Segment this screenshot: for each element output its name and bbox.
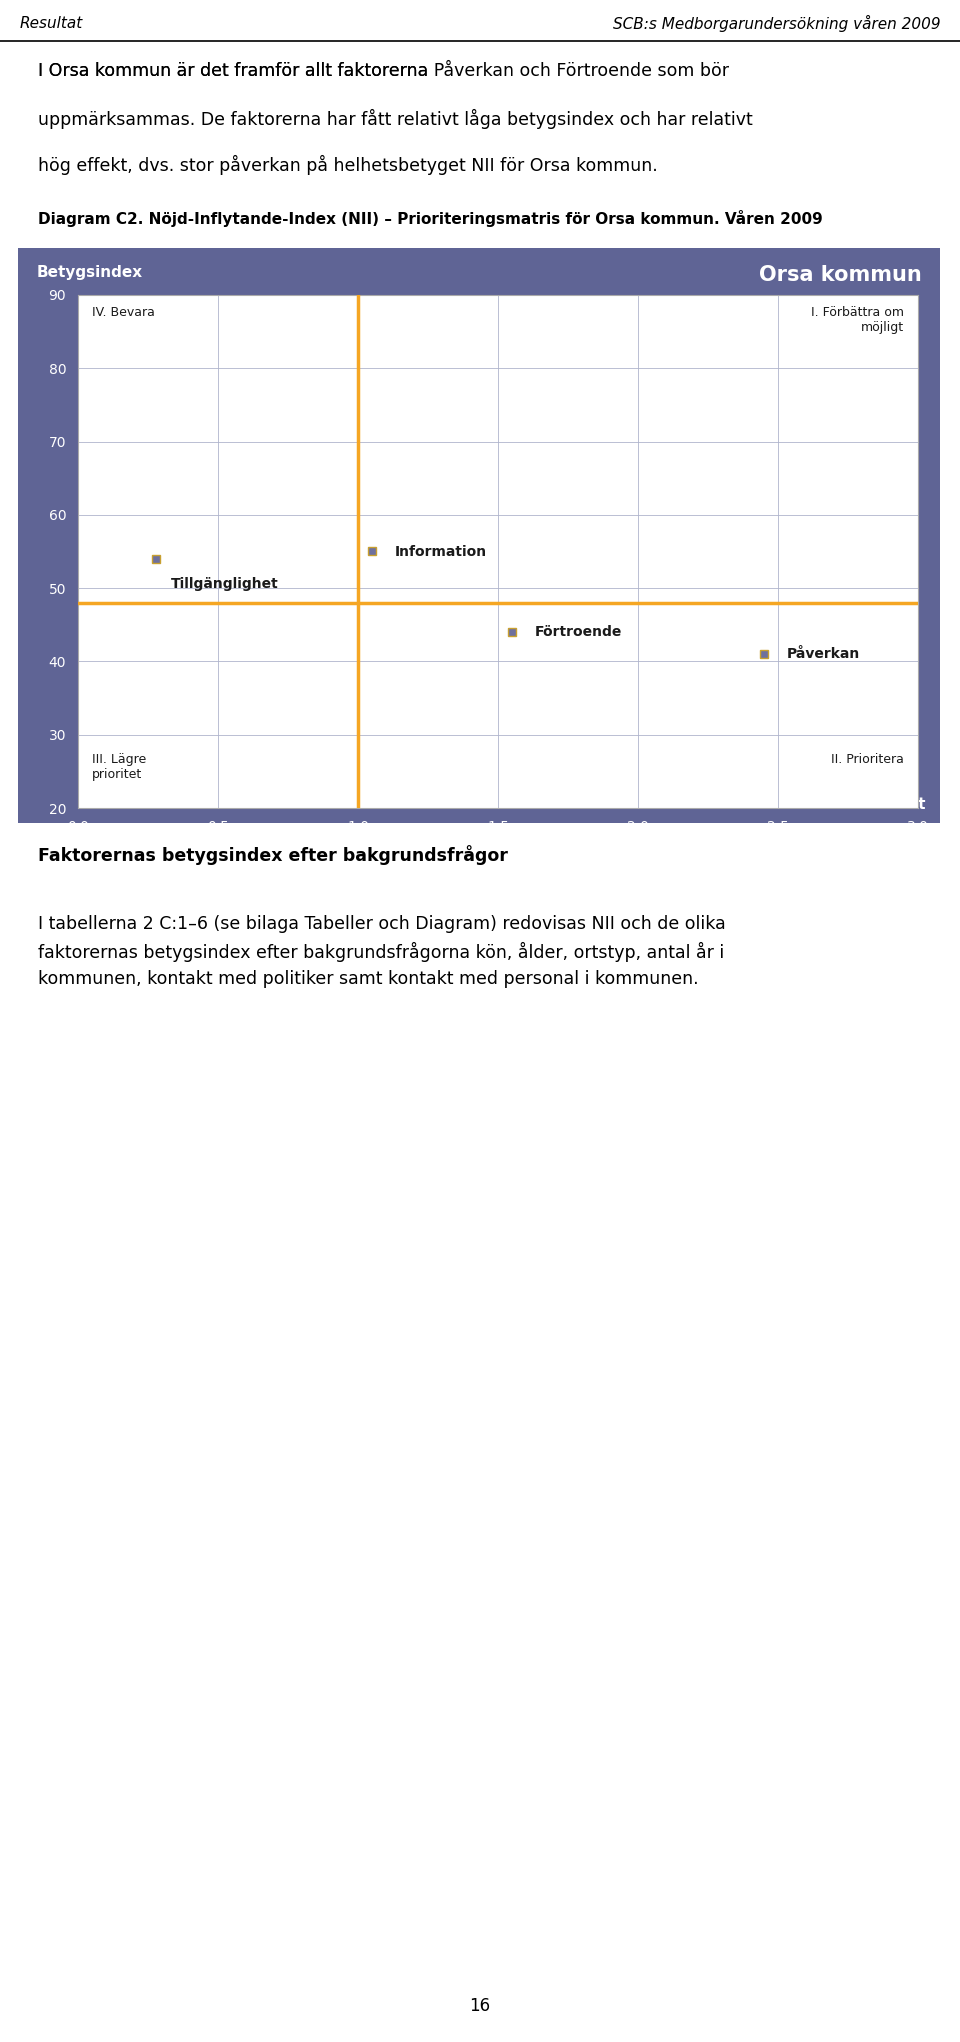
Text: I Orsa kommun är det framför allt faktorerna: I Orsa kommun är det framför allt faktor… [38, 63, 434, 80]
Text: II. Prioritera: II. Prioritera [831, 753, 904, 766]
Text: I Orsa kommun är det framför allt faktorerna Påverkan: I Orsa kommun är det framför allt faktor… [38, 63, 515, 80]
Text: hög effekt, dvs. stor påverkan på helhetsbetyget NII för Orsa kommun.: hög effekt, dvs. stor påverkan på helhet… [38, 155, 659, 176]
Text: Information: Information [395, 545, 487, 560]
Text: Resultat: Resultat [19, 16, 83, 31]
Text: Effekt: Effekt [875, 796, 926, 811]
Text: Orsa kommun: Orsa kommun [758, 265, 922, 286]
Text: III. Lägre
prioritet: III. Lägre prioritet [92, 753, 146, 780]
Text: Påverkan: Påverkan [786, 647, 859, 662]
Text: IV. Bevara: IV. Bevara [92, 306, 155, 319]
Text: Förtroende: Förtroende [535, 625, 622, 639]
Text: 16: 16 [469, 1997, 491, 2015]
Text: uppmärksammas. De faktorerna har fått relativt låga betygsindex och har relativt: uppmärksammas. De faktorerna har fått re… [38, 108, 754, 129]
Text: Betygsindex: Betygsindex [36, 265, 143, 280]
Text: Faktorernas betygsindex efter bakgrundsfrågor: Faktorernas betygsindex efter bakgrundsf… [38, 845, 508, 866]
Text: Diagram C2. Nöjd-Inflytande-Index (NII) – Prioriteringsmatris för Orsa kommun. V: Diagram C2. Nöjd-Inflytande-Index (NII) … [38, 210, 823, 227]
Text: I tabellerna 2 C:1–6 (se bilaga Tabeller och Diagram) redovisas NII och de olika: I tabellerna 2 C:1–6 (se bilaga Tabeller… [38, 915, 726, 988]
Text: I. Förbättra om
möjligt: I. Förbättra om möjligt [811, 306, 904, 335]
Text: SCB:s Medborgarundersökning våren 2009: SCB:s Medborgarundersökning våren 2009 [613, 14, 941, 33]
Text: Tillgänglighet: Tillgänglighet [171, 578, 278, 590]
Text: I Orsa kommun är det framför allt faktorerna Påverkan och Förtroende som bör: I Orsa kommun är det framför allt faktor… [38, 63, 730, 80]
